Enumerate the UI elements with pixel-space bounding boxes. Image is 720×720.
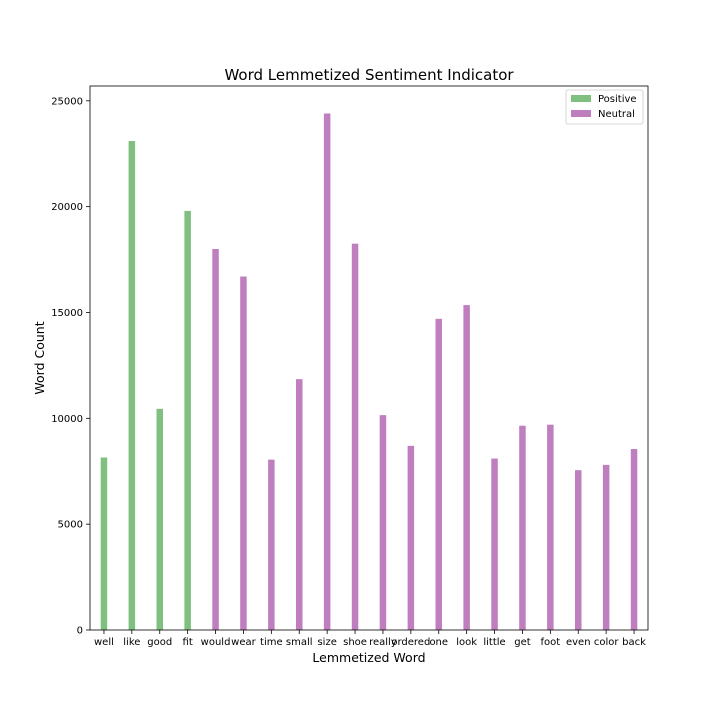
x-tick-label-time: time (260, 637, 283, 648)
bar-neutral-shoe (351, 243, 359, 630)
bar-neutral-foot (547, 424, 554, 630)
bar-neutral-time (268, 459, 275, 630)
x-tick-label-shoe: shoe (343, 637, 367, 648)
chart-title: Word Lemmetized Sentiment Indicator (224, 66, 514, 84)
x-tick-label-small: small (286, 637, 313, 648)
plot-frame (89, 85, 649, 631)
bar-neutral-ordered (407, 445, 415, 630)
bar-neutral-one (435, 318, 442, 630)
x-tick-label-well: well (94, 637, 114, 648)
bar-positive-fit (184, 210, 191, 631)
x-tick-label-back: back (622, 637, 646, 648)
bar-neutral-would (212, 248, 219, 630)
legend: Positive Neutral (565, 89, 644, 125)
x-tick-label-wear: wear (231, 637, 256, 648)
x-tick-label-good: good (147, 637, 172, 648)
bar-neutral-back (630, 449, 638, 630)
legend-swatch-positive (571, 95, 591, 102)
x-axis-label: Lemmetized Word (312, 650, 425, 665)
x-tick-label-really: really (369, 637, 397, 648)
y-axis-label: Word Count (32, 321, 47, 394)
legend-label-positive: Positive (598, 94, 637, 105)
x-tick-label-like: like (123, 637, 140, 648)
legend-swatch-neutral (571, 110, 591, 117)
x-tick-label-little: little (483, 637, 505, 648)
bar-neutral-size (323, 113, 331, 630)
bar-positive-like (128, 141, 136, 630)
x-tick-label-color: color (594, 637, 620, 648)
y-tick-label: 10000 (51, 414, 83, 425)
bar-neutral-even (575, 470, 582, 630)
x-tick-label-one: one (429, 637, 448, 648)
bar-neutral-really (379, 415, 387, 630)
bar-positive-well (100, 457, 108, 630)
bar-neutral-wear (240, 276, 247, 630)
y-tick-label: 15000 (51, 308, 83, 319)
x-tick-label-would: would (201, 637, 231, 648)
x-tick-label-even: even (566, 637, 591, 648)
bar-positive-good (156, 408, 163, 630)
bar-neutral-small (296, 379, 303, 630)
y-tick-label: 5000 (58, 520, 83, 531)
bar-neutral-color (602, 464, 610, 630)
y-tick-label: 20000 (51, 202, 83, 213)
bar-neutral-little (491, 458, 498, 630)
plot-area: 0 5000 10000 15000 20000 25000 well like good fit… (51, 85, 649, 648)
x-tick-label-ordered: ordered (391, 637, 430, 648)
x-tick-label-look: look (456, 637, 477, 648)
x-tick-label-fit: fit (183, 637, 193, 648)
x-tick-label-get: get (514, 637, 531, 648)
x-tick-label-size: size (317, 637, 336, 648)
bar-neutral-look (463, 305, 470, 630)
bar-neutral-get (519, 425, 526, 630)
y-tick-label: 0 (77, 626, 83, 637)
x-tick-label-foot: foot (541, 637, 561, 648)
y-tick-label: 25000 (51, 96, 83, 107)
legend-label-neutral: Neutral (598, 109, 635, 120)
